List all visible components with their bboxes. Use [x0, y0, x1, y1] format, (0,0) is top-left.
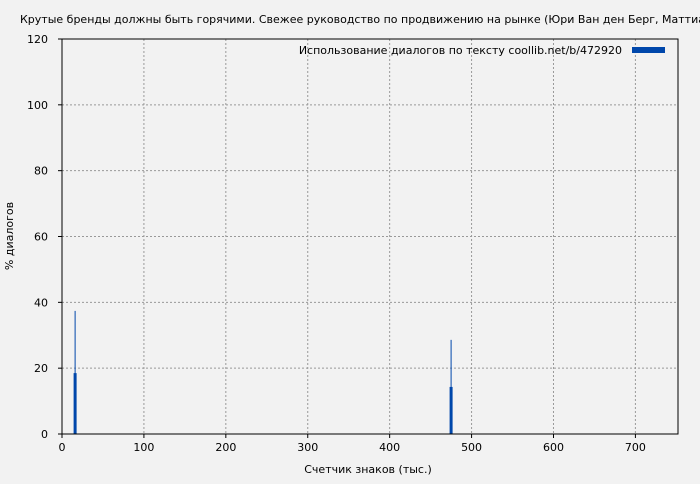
x-tick-label: 600: [543, 441, 564, 454]
bar: [73, 373, 77, 434]
y-tick-label: 20: [34, 362, 48, 375]
ticks: 0 100 200 300 400 500 600 700 0 20 40 60 80 100 120: [27, 33, 646, 454]
y-tick-label: 100: [27, 99, 48, 112]
x-tick-label: 100: [133, 441, 154, 454]
grid: [62, 39, 678, 434]
x-tick-label: 700: [625, 441, 646, 454]
x-axis-label: Счетчик знаков (тыс.): [304, 463, 432, 476]
legend-label: Использование диалогов по тексту coollib…: [299, 44, 622, 57]
y-tick-label: 120: [27, 33, 48, 46]
bars: [73, 310, 453, 434]
legend-swatch: [632, 47, 665, 53]
x-tick-label: 500: [461, 441, 482, 454]
bar: [449, 386, 453, 434]
y-tick-label: 0: [41, 428, 48, 441]
y-tick-label: 60: [34, 231, 48, 244]
y-tick-label: 40: [34, 296, 48, 309]
legend: Использование диалогов по тексту coollib…: [299, 44, 665, 57]
x-tick-label: 200: [215, 441, 236, 454]
x-tick-label: 400: [379, 441, 400, 454]
x-tick-label: 0: [59, 441, 66, 454]
x-tick-label: 300: [297, 441, 318, 454]
y-axis-label: % диалогов: [3, 202, 16, 270]
chart-title: Крутые бренды должны быть горячими. Свеж…: [20, 13, 700, 26]
y-tick-label: 80: [34, 165, 48, 178]
